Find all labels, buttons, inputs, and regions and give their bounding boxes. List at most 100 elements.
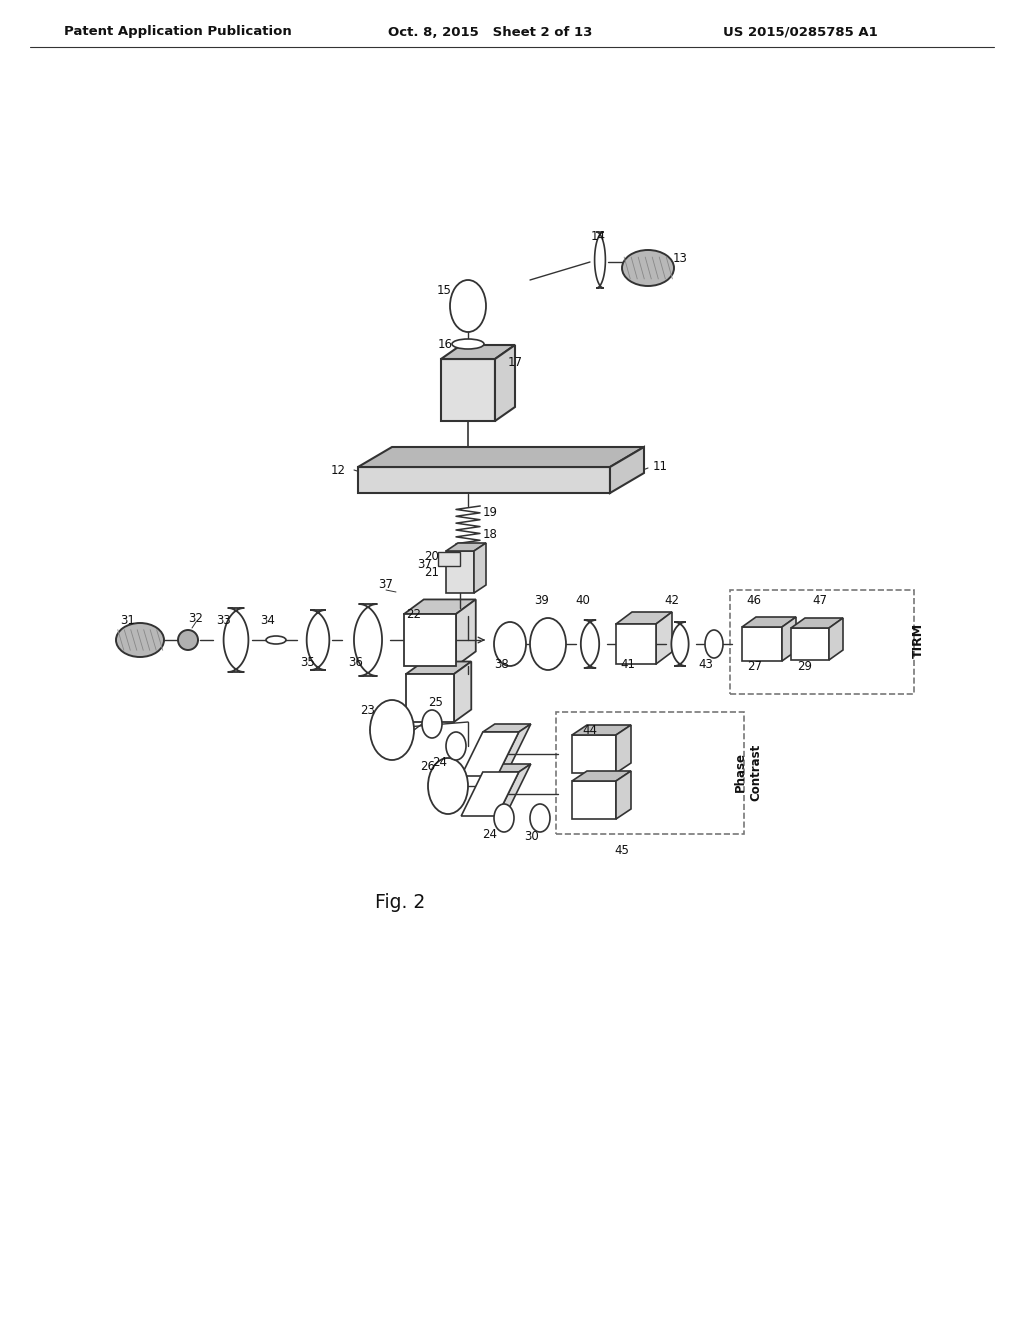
Text: 37: 37	[379, 578, 393, 590]
Text: TIRM: TIRM	[911, 623, 925, 657]
Text: 24: 24	[482, 828, 498, 841]
Text: 26: 26	[421, 759, 435, 772]
Polygon shape	[672, 622, 688, 667]
Text: 40: 40	[575, 594, 591, 606]
Text: 38: 38	[495, 657, 509, 671]
Text: 22: 22	[407, 607, 422, 620]
Text: 25: 25	[429, 696, 443, 709]
Polygon shape	[616, 771, 631, 818]
Ellipse shape	[494, 622, 526, 667]
Ellipse shape	[530, 618, 566, 671]
Text: 11: 11	[652, 459, 668, 473]
Polygon shape	[354, 605, 382, 676]
Polygon shape	[782, 616, 796, 661]
Text: 44: 44	[583, 723, 597, 737]
Polygon shape	[482, 764, 530, 772]
Text: Fig. 2: Fig. 2	[375, 892, 425, 912]
Circle shape	[178, 630, 198, 649]
Text: 27: 27	[748, 660, 763, 672]
Polygon shape	[572, 771, 631, 781]
Ellipse shape	[370, 700, 414, 760]
Bar	[446, 550, 474, 593]
Polygon shape	[581, 620, 599, 668]
Ellipse shape	[116, 623, 164, 657]
Text: 33: 33	[217, 614, 231, 627]
Polygon shape	[829, 618, 843, 660]
Ellipse shape	[450, 280, 486, 333]
Text: 14: 14	[591, 231, 605, 243]
Text: 12: 12	[331, 463, 345, 477]
Text: 34: 34	[260, 614, 275, 627]
Ellipse shape	[446, 733, 466, 760]
Polygon shape	[616, 725, 631, 774]
Text: 47: 47	[812, 594, 827, 606]
Text: Oct. 8, 2015   Sheet 2 of 13: Oct. 8, 2015 Sheet 2 of 13	[388, 25, 592, 38]
Ellipse shape	[428, 758, 468, 814]
Polygon shape	[306, 610, 330, 671]
Polygon shape	[404, 599, 476, 614]
Ellipse shape	[494, 804, 514, 832]
Ellipse shape	[622, 249, 674, 286]
Text: 37: 37	[418, 557, 432, 570]
Bar	[438, 552, 460, 566]
Text: 30: 30	[524, 829, 540, 842]
Text: 36: 36	[348, 656, 364, 668]
Text: 15: 15	[436, 284, 452, 297]
Text: 21: 21	[425, 565, 439, 578]
Ellipse shape	[530, 804, 550, 832]
Polygon shape	[610, 447, 644, 492]
Bar	[616, 624, 656, 664]
Text: 19: 19	[482, 506, 498, 519]
Polygon shape	[616, 612, 672, 624]
Polygon shape	[461, 772, 519, 816]
Bar	[406, 675, 454, 722]
Polygon shape	[498, 723, 530, 776]
Bar	[572, 735, 616, 774]
Polygon shape	[474, 543, 486, 593]
Polygon shape	[495, 345, 515, 421]
Text: 43: 43	[698, 657, 714, 671]
Text: 41: 41	[621, 657, 636, 671]
Polygon shape	[223, 609, 249, 672]
Polygon shape	[656, 612, 672, 664]
Text: Patent Application Publication: Patent Application Publication	[65, 25, 292, 38]
Text: 17: 17	[508, 355, 522, 368]
Ellipse shape	[266, 636, 286, 644]
Text: 31: 31	[121, 614, 135, 627]
Text: 24: 24	[432, 755, 447, 768]
Ellipse shape	[705, 630, 723, 657]
Polygon shape	[358, 447, 644, 467]
Polygon shape	[461, 733, 519, 776]
Ellipse shape	[452, 339, 484, 348]
Text: 46: 46	[746, 594, 762, 606]
Polygon shape	[572, 725, 631, 735]
Bar	[742, 627, 782, 661]
Polygon shape	[791, 618, 843, 628]
Polygon shape	[498, 764, 530, 816]
Text: 18: 18	[482, 528, 498, 540]
Text: 32: 32	[188, 611, 204, 624]
Polygon shape	[595, 232, 605, 288]
Polygon shape	[406, 661, 471, 675]
Polygon shape	[441, 345, 515, 359]
Ellipse shape	[422, 710, 442, 738]
Polygon shape	[454, 661, 471, 722]
Bar	[358, 467, 610, 492]
Text: 16: 16	[437, 338, 453, 351]
Text: 20: 20	[425, 549, 439, 562]
Polygon shape	[742, 616, 796, 627]
Bar	[791, 628, 829, 660]
Text: 35: 35	[301, 656, 315, 668]
Polygon shape	[482, 723, 530, 733]
Text: 45: 45	[614, 843, 630, 857]
Bar	[441, 359, 495, 421]
Text: Phase
Contrast: Phase Contrast	[734, 743, 762, 801]
Text: 39: 39	[535, 594, 550, 606]
Text: US 2015/0285785 A1: US 2015/0285785 A1	[723, 25, 878, 38]
Text: 23: 23	[360, 704, 376, 717]
Text: 29: 29	[798, 660, 812, 672]
Text: 42: 42	[665, 594, 680, 606]
Bar	[572, 781, 616, 818]
Bar	[404, 614, 456, 667]
Polygon shape	[446, 543, 486, 550]
